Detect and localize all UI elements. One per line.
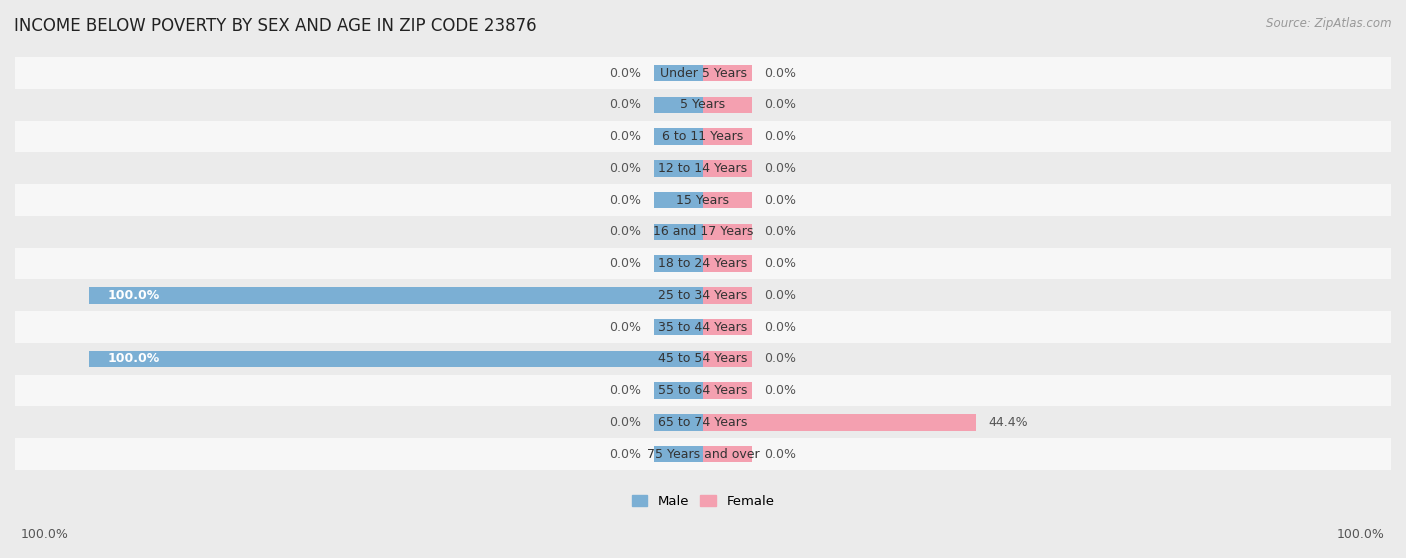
Bar bbox=[89, 350, 703, 367]
Text: 15 Years: 15 Years bbox=[676, 194, 730, 206]
Bar bbox=[654, 65, 703, 81]
Bar bbox=[654, 319, 703, 335]
Text: 55 to 64 Years: 55 to 64 Years bbox=[658, 384, 748, 397]
Text: 0.0%: 0.0% bbox=[765, 448, 796, 460]
Bar bbox=[654, 97, 703, 113]
Text: 0.0%: 0.0% bbox=[765, 66, 796, 80]
Text: 0.0%: 0.0% bbox=[765, 130, 796, 143]
Text: INCOME BELOW POVERTY BY SEX AND AGE IN ZIP CODE 23876: INCOME BELOW POVERTY BY SEX AND AGE IN Z… bbox=[14, 17, 537, 35]
Text: 100.0%: 100.0% bbox=[107, 352, 159, 365]
Bar bbox=[0, 375, 1406, 406]
Text: 0.0%: 0.0% bbox=[610, 98, 641, 112]
Text: 5 Years: 5 Years bbox=[681, 98, 725, 112]
Text: 0.0%: 0.0% bbox=[765, 321, 796, 334]
Bar bbox=[0, 152, 1406, 184]
Text: 75 Years and over: 75 Years and over bbox=[647, 448, 759, 460]
Text: 0.0%: 0.0% bbox=[765, 225, 796, 238]
Bar bbox=[89, 287, 703, 304]
Text: 18 to 24 Years: 18 to 24 Years bbox=[658, 257, 748, 270]
Bar bbox=[703, 224, 752, 240]
Text: 100.0%: 100.0% bbox=[1337, 528, 1385, 541]
Text: 0.0%: 0.0% bbox=[610, 162, 641, 175]
Text: 65 to 74 Years: 65 to 74 Years bbox=[658, 416, 748, 429]
Text: 0.0%: 0.0% bbox=[765, 257, 796, 270]
Bar bbox=[0, 184, 1406, 216]
Text: 12 to 14 Years: 12 to 14 Years bbox=[658, 162, 748, 175]
Text: 16 and 17 Years: 16 and 17 Years bbox=[652, 225, 754, 238]
Bar bbox=[0, 216, 1406, 248]
Bar bbox=[0, 248, 1406, 280]
Bar bbox=[0, 311, 1406, 343]
Bar bbox=[703, 65, 752, 81]
Bar bbox=[0, 57, 1406, 89]
Text: 0.0%: 0.0% bbox=[765, 162, 796, 175]
Bar bbox=[703, 446, 752, 463]
Legend: Male, Female: Male, Female bbox=[631, 496, 775, 508]
Text: 0.0%: 0.0% bbox=[610, 257, 641, 270]
Text: 0.0%: 0.0% bbox=[610, 225, 641, 238]
Text: 0.0%: 0.0% bbox=[610, 194, 641, 206]
Text: 6 to 11 Years: 6 to 11 Years bbox=[662, 130, 744, 143]
Bar bbox=[703, 128, 752, 145]
Bar bbox=[703, 192, 752, 208]
Bar bbox=[0, 406, 1406, 438]
Text: 0.0%: 0.0% bbox=[765, 384, 796, 397]
Text: 0.0%: 0.0% bbox=[610, 321, 641, 334]
Bar bbox=[654, 446, 703, 463]
Text: 0.0%: 0.0% bbox=[610, 130, 641, 143]
Text: 44.4%: 44.4% bbox=[988, 416, 1028, 429]
Text: 0.0%: 0.0% bbox=[765, 194, 796, 206]
Bar bbox=[703, 97, 752, 113]
Bar bbox=[654, 382, 703, 399]
Text: Source: ZipAtlas.com: Source: ZipAtlas.com bbox=[1267, 17, 1392, 30]
Text: 100.0%: 100.0% bbox=[21, 528, 69, 541]
Text: 25 to 34 Years: 25 to 34 Years bbox=[658, 289, 748, 302]
Bar bbox=[0, 280, 1406, 311]
Text: 0.0%: 0.0% bbox=[765, 289, 796, 302]
Bar bbox=[703, 287, 752, 304]
Bar bbox=[703, 382, 752, 399]
Text: 100.0%: 100.0% bbox=[107, 289, 159, 302]
Bar bbox=[0, 121, 1406, 152]
Bar bbox=[654, 256, 703, 272]
Text: 0.0%: 0.0% bbox=[610, 384, 641, 397]
Bar bbox=[0, 438, 1406, 470]
Bar bbox=[654, 128, 703, 145]
Text: 35 to 44 Years: 35 to 44 Years bbox=[658, 321, 748, 334]
Bar bbox=[0, 343, 1406, 375]
Text: Under 5 Years: Under 5 Years bbox=[659, 66, 747, 80]
Text: 0.0%: 0.0% bbox=[765, 352, 796, 365]
Bar bbox=[703, 256, 752, 272]
Text: 0.0%: 0.0% bbox=[610, 416, 641, 429]
Text: 45 to 54 Years: 45 to 54 Years bbox=[658, 352, 748, 365]
Bar bbox=[0, 89, 1406, 121]
Bar bbox=[654, 160, 703, 177]
Bar bbox=[654, 414, 703, 431]
Text: 0.0%: 0.0% bbox=[610, 66, 641, 80]
Bar bbox=[703, 160, 752, 177]
Bar bbox=[703, 414, 976, 431]
Text: 0.0%: 0.0% bbox=[610, 448, 641, 460]
Bar bbox=[654, 224, 703, 240]
Bar bbox=[654, 192, 703, 208]
Text: 0.0%: 0.0% bbox=[765, 98, 796, 112]
Bar bbox=[703, 350, 752, 367]
Bar bbox=[703, 319, 752, 335]
